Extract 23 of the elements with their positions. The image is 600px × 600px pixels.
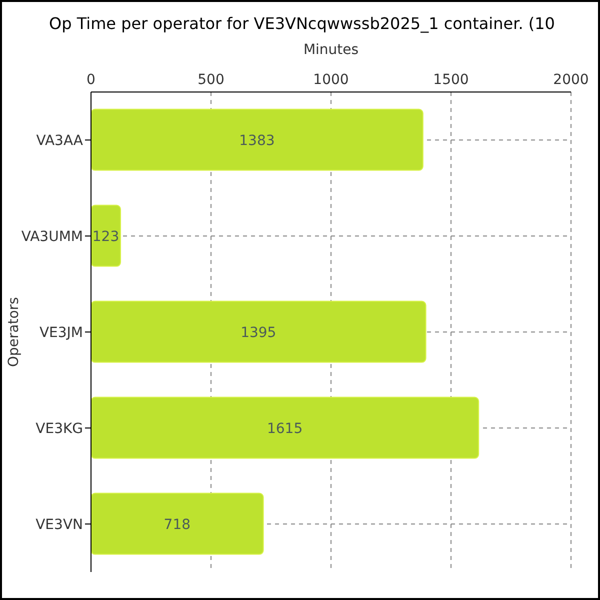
bar — [91, 396, 480, 459]
y-tick-label: VE3JM — [39, 324, 83, 341]
x-tick-label: 2000 — [553, 72, 589, 88]
bar — [91, 300, 426, 363]
y-tick-label: VA3AA — [36, 132, 84, 149]
y-tick-label: VE3VN — [36, 516, 83, 533]
x-tick-label: 500 — [198, 72, 224, 88]
bar — [91, 492, 264, 555]
bar — [91, 108, 424, 171]
x-tick-label: 1000 — [313, 72, 349, 88]
x-tick-label: 1500 — [433, 72, 469, 88]
x-tick-label: 0 — [86, 72, 96, 88]
chart-title: Op Time per operator for VE3VNcqwwssb2025_1 container. (10 — [48, 14, 556, 33]
data-label: 718 — [164, 516, 191, 533]
y-axis-title: Operators — [6, 297, 22, 367]
data-label: 123 — [92, 228, 120, 245]
bar — [91, 204, 122, 267]
data-label: 1383 — [239, 132, 275, 149]
data-label: 1395 — [240, 324, 276, 341]
data-label: 1615 — [266, 420, 303, 437]
y-tick-label: VE3KG — [36, 420, 83, 437]
y-tick-label: VA3UMM — [21, 228, 83, 245]
x-axis-title: Minutes — [303, 42, 359, 58]
